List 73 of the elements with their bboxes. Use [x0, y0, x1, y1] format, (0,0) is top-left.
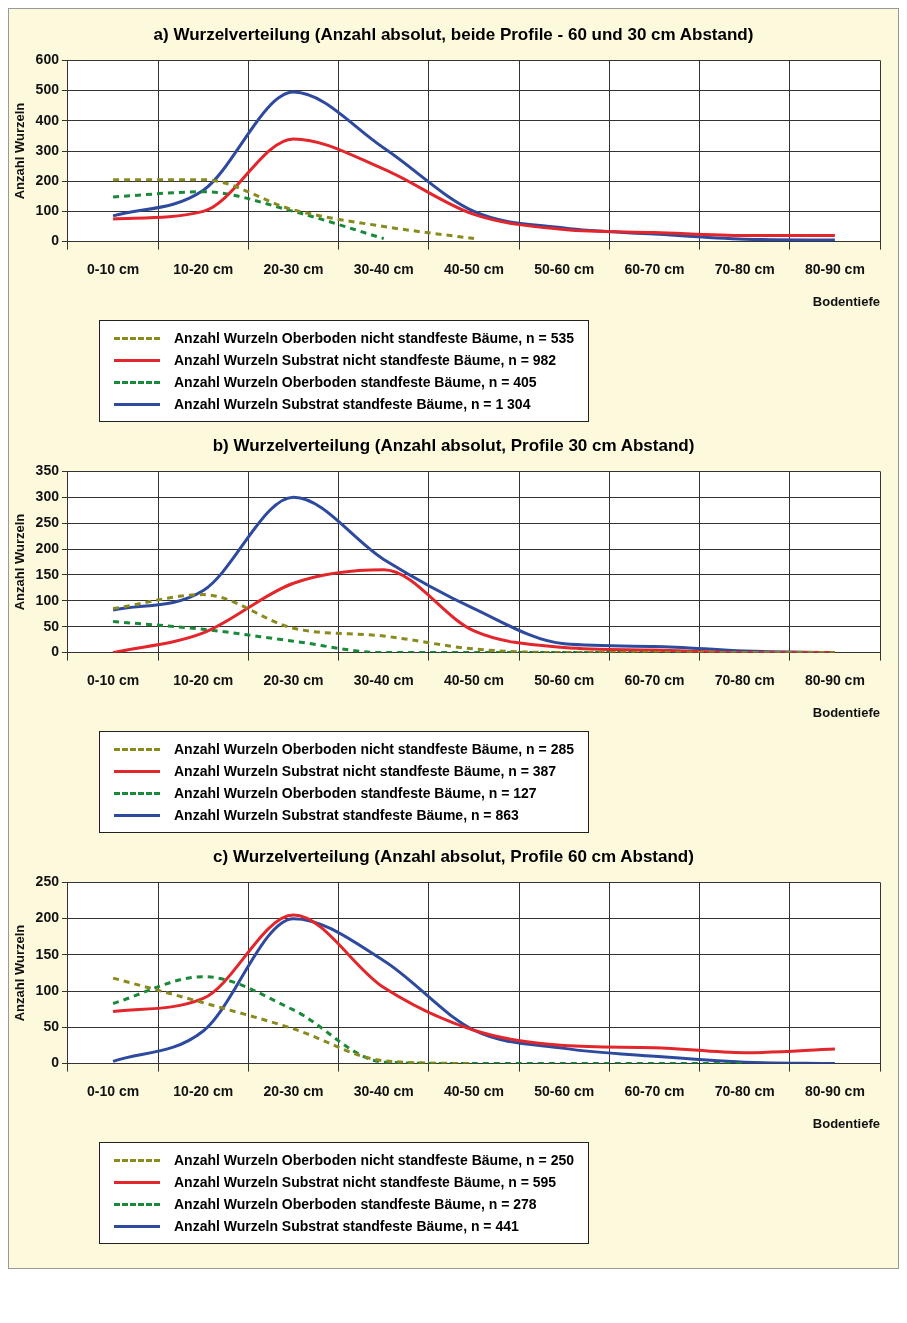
chart-title: c) Wurzelverteilung (Anzahl absolut, Profile 60 cm Abstand): [212, 847, 695, 867]
x-tick-label: 60-70 cm: [624, 671, 685, 688]
x-tick-label: 0-10 cm: [86, 260, 140, 277]
x-tick-label: 40-50 cm: [444, 1082, 504, 1099]
x-tick-label: 30-40 cm: [353, 671, 414, 688]
legend-label: Anzahl Wurzeln Oberboden standfeste Bäume, n = 405: [174, 374, 537, 390]
x-tick-label: 20-30 cm: [263, 1082, 324, 1099]
y-axis-title: Anzahl Wurzeln: [12, 102, 28, 200]
x-tick-label: 60-70 cm: [624, 260, 685, 277]
legend-label: Anzahl Wurzeln Substrat standfeste Bäume, n = 863: [174, 807, 519, 823]
y-tick-label: 250: [35, 873, 60, 890]
x-tick-label: 20-30 cm: [263, 260, 324, 277]
y-tick-label: 200: [35, 909, 60, 926]
x-tick-label: 80-90 cm: [804, 260, 865, 277]
x-tick-label: 50-60 cm: [534, 1082, 595, 1099]
legend-label: Anzahl Wurzeln Oberboden nicht standfeste Bäume, n = 535: [174, 330, 574, 346]
y-tick-label: 500: [35, 81, 60, 98]
x-tick-label: 50-60 cm: [534, 260, 595, 277]
y-tick-label: 0: [51, 232, 60, 249]
y-tick-label: 0: [51, 1054, 60, 1071]
y-axis-title: Anzahl Wurzeln: [12, 924, 28, 1022]
y-axis-title: Anzahl Wurzeln: [12, 513, 28, 611]
x-tick-label: 0-10 cm: [86, 1082, 140, 1099]
x-tick-label: 40-50 cm: [444, 260, 504, 277]
x-tick-label: 50-60 cm: [534, 671, 595, 688]
chart-title: a) Wurzelverteilung (Anzahl absolut, beide Profile - 60 und 30 cm Abstand): [152, 25, 755, 45]
x-axis-title: Bodentiefe: [812, 704, 880, 720]
x-tick-label: 10-20 cm: [173, 671, 234, 688]
x-tick-label: 30-40 cm: [353, 1082, 414, 1099]
x-axis-title: Bodentiefe: [812, 293, 880, 309]
legend-label: Anzahl Wurzeln Oberboden standfeste Bäume, n = 278: [174, 1196, 537, 1212]
x-axis-title: Bodentiefe: [812, 1115, 880, 1131]
x-tick-label: 70-80 cm: [714, 671, 775, 688]
line-series: [111, 593, 837, 653]
legend-label: Anzahl Wurzeln Substrat standfeste Bäume, n = 441: [174, 1218, 519, 1234]
y-tick-label: 50: [43, 617, 60, 634]
legend-label: Anzahl Wurzeln Substrat nicht standfeste Bäume, n = 595: [174, 1174, 557, 1190]
x-tick-label: 10-20 cm: [173, 260, 234, 277]
y-tick-label: 150: [35, 565, 60, 582]
y-tick-label: 300: [35, 488, 60, 505]
y-tick-label: 0: [51, 643, 60, 660]
y-tick-label: 150: [35, 945, 60, 962]
legend-label: Anzahl Wurzeln Substrat standfeste Bäume, n = 1 304: [174, 396, 531, 412]
chart-title: b) Wurzelverteilung (Anzahl absolut, Profile 30 cm Abstand): [211, 436, 696, 456]
x-tick-label: 80-90 cm: [804, 671, 865, 688]
legend-label: Anzahl Wurzeln Oberboden nicht standfeste Bäume, n = 250: [174, 1152, 574, 1168]
y-tick-label: 600: [35, 51, 60, 68]
x-tick-label: 40-50 cm: [444, 671, 504, 688]
x-tick-label: 10-20 cm: [173, 1082, 234, 1099]
x-tick-label: 30-40 cm: [353, 260, 414, 277]
x-tick-label: 0-10 cm: [86, 671, 140, 688]
x-tick-label: 80-90 cm: [804, 1082, 865, 1099]
x-tick-label: 70-80 cm: [714, 1082, 775, 1099]
y-tick-label: 400: [35, 111, 60, 128]
legend-label: Anzahl Wurzeln Oberboden standfeste Bäume, n = 127: [174, 785, 537, 801]
x-tick-label: 70-80 cm: [714, 260, 775, 277]
y-tick-label: 200: [35, 172, 60, 189]
legend-label: Anzahl Wurzeln Substrat nicht standfeste Bäume, n = 982: [174, 352, 557, 368]
x-tick-label: 20-30 cm: [263, 671, 324, 688]
y-tick-label: 250: [35, 514, 60, 531]
y-tick-label: 200: [35, 539, 60, 556]
x-tick-label: 60-70 cm: [624, 1082, 685, 1099]
y-tick-label: 350: [35, 462, 60, 479]
y-tick-label: 100: [35, 591, 60, 608]
line-series: [111, 178, 476, 241]
y-tick-label: 100: [35, 202, 60, 219]
legend-label: Anzahl Wurzeln Substrat nicht standfeste Bäume, n = 387: [174, 763, 557, 779]
legend-label: Anzahl Wurzeln Oberboden nicht standfeste Bäume, n = 285: [174, 741, 574, 757]
y-tick-label: 300: [35, 141, 60, 158]
y-tick-label: 100: [35, 981, 60, 998]
y-tick-label: 50: [43, 1018, 60, 1035]
line-series: [111, 137, 837, 238]
line-series: [111, 190, 386, 241]
